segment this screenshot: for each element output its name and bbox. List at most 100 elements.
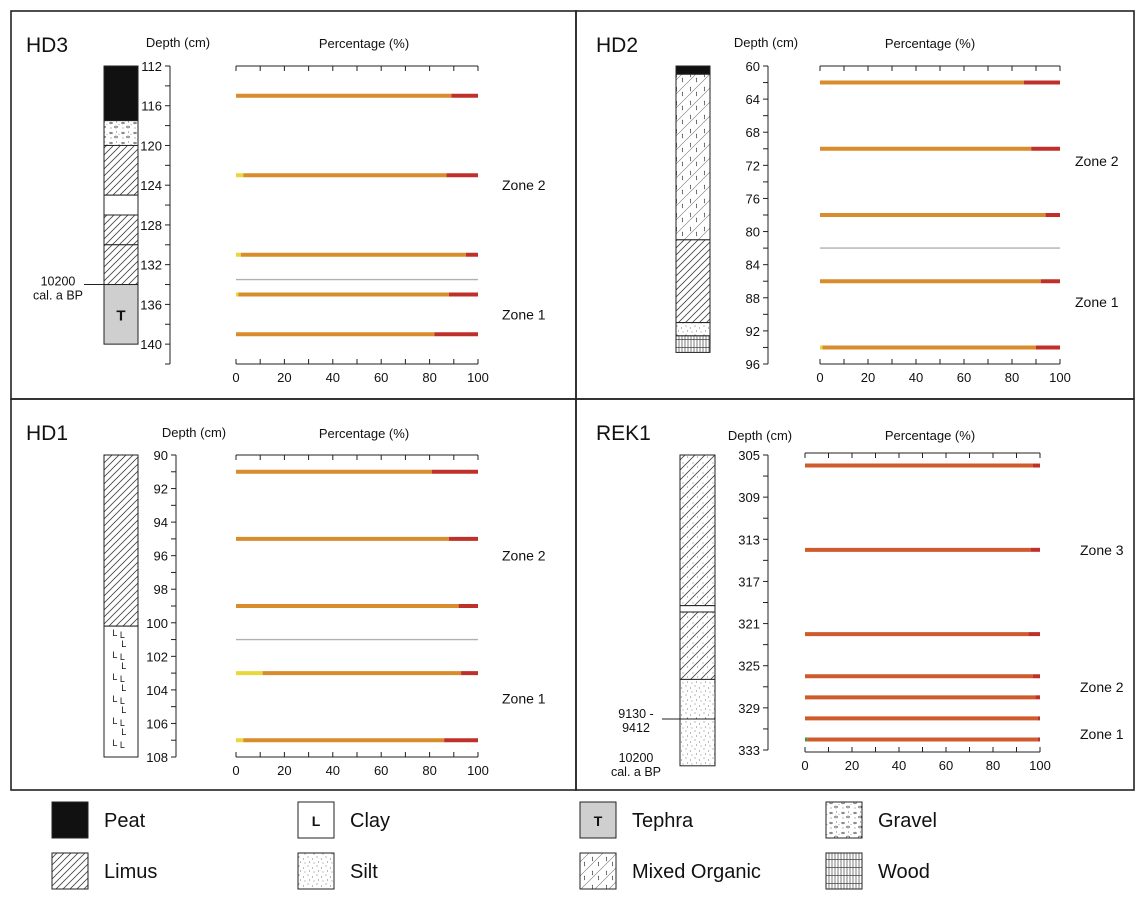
lithology-unit-peat bbox=[103, 65, 139, 122]
percentage-axis-label: Percentage (%) bbox=[319, 426, 409, 441]
date-annotation-line: 9130 - bbox=[618, 707, 653, 721]
zone-label: Zone 1 bbox=[502, 306, 546, 322]
lithology-unit-tephra bbox=[103, 284, 139, 345]
depth-tick-label: 106 bbox=[146, 716, 168, 731]
zone-label: Zone 2 bbox=[502, 177, 546, 193]
depth-tick-label: 120 bbox=[140, 138, 162, 153]
lithology-column: L LLL LLL LLL LLL LLL L bbox=[103, 454, 139, 758]
percentage-tick-label: 20 bbox=[861, 370, 875, 385]
clay-symbol: L bbox=[120, 652, 125, 662]
clay-symbol: L bbox=[121, 683, 126, 693]
sample-bars bbox=[236, 469, 478, 743]
legend-item-wood: Wood bbox=[825, 852, 930, 890]
depth-tick-label: 88 bbox=[746, 291, 760, 306]
panel-hd1: HD1 Depth (cm) Percentage (%)L LLL LLL LLL LLL… bbox=[26, 422, 546, 778]
legend-item-limus: Limus bbox=[51, 852, 157, 890]
top-ruler bbox=[235, 454, 479, 460]
panel-frame-rek1 bbox=[575, 398, 1135, 791]
lithology-unit-silt bbox=[675, 322, 711, 337]
depth-axis-label: Depth (cm) bbox=[146, 35, 210, 50]
clay-symbol: L bbox=[120, 674, 125, 684]
lithology-unit-blank bbox=[679, 605, 716, 613]
depth-axis: 305 309 313 317 321 325 329 333 bbox=[738, 448, 769, 758]
lithology-unit-limus bbox=[675, 239, 711, 324]
depth-axis-label: Depth (cm) bbox=[728, 428, 792, 443]
clay-symbol: L bbox=[120, 718, 125, 728]
percentage-tick-label: 40 bbox=[326, 763, 340, 778]
zone-label: Zone 1 bbox=[1075, 294, 1119, 310]
lithology-unit-clay bbox=[103, 625, 139, 758]
legend-swatch-tephra bbox=[579, 801, 617, 839]
legend: Peat L Clay T Tephra Gravel Limus Silt Mixed Org… bbox=[51, 801, 937, 890]
legend-swatch-peat bbox=[51, 801, 89, 839]
lithology-unit-gravel bbox=[103, 120, 139, 146]
percentage-axis-label: Percentage (%) bbox=[885, 36, 975, 51]
depth-tick-label: 309 bbox=[738, 490, 760, 505]
lithology-column: T bbox=[103, 65, 139, 345]
legend-swatch-wood bbox=[825, 852, 863, 890]
clay-symbol: L bbox=[121, 661, 126, 671]
depth-tick-label: 92 bbox=[154, 482, 168, 497]
legend-swatch-mixed bbox=[579, 852, 617, 890]
depth-tick-label: 100 bbox=[146, 616, 168, 631]
zone-label: Zone 2 bbox=[1075, 153, 1119, 169]
depth-tick-label: 64 bbox=[746, 92, 760, 107]
legend-item-clay: L Clay bbox=[297, 801, 390, 839]
percentage-tick-label: 0 bbox=[816, 370, 823, 385]
legend-swatch-gravel bbox=[825, 801, 863, 839]
zone-label: Zone 2 bbox=[1080, 679, 1124, 695]
panels: HD3 Depth (cm) Percentage (%) T 112 116 120 124… bbox=[26, 34, 1124, 779]
percentage-axis: 0 20 40 60 80 100 bbox=[816, 359, 1071, 385]
depth-tick-label: 140 bbox=[140, 337, 162, 352]
depth-tick-label: 98 bbox=[154, 582, 168, 597]
percentage-tick-label: 40 bbox=[909, 370, 923, 385]
top-ruler bbox=[804, 452, 1041, 458]
depth-tick-label: 317 bbox=[738, 574, 760, 589]
panel-frames bbox=[10, 10, 1135, 791]
depth-axis: 112 116 120 124 128 132 136 140 bbox=[140, 59, 171, 365]
clay-symbol: L bbox=[112, 694, 117, 704]
legend-item-peat: Peat bbox=[51, 801, 146, 839]
legend-swatch-silt bbox=[297, 852, 335, 890]
depth-tick-label: 325 bbox=[738, 659, 760, 674]
clay-symbol: L bbox=[121, 705, 126, 715]
site-title: HD1 bbox=[26, 422, 68, 445]
percentage-axis: 0 20 40 60 80 100 bbox=[232, 752, 489, 778]
date-annotation-line: 10200 bbox=[41, 275, 76, 289]
percentage-tick-label: 60 bbox=[957, 370, 971, 385]
site-title: REK1 bbox=[596, 422, 651, 445]
percentage-tick-label: 60 bbox=[374, 370, 388, 385]
depth-tick-label: 124 bbox=[140, 178, 162, 193]
clay-symbol: L bbox=[112, 738, 117, 748]
lithology-unit-blank bbox=[103, 194, 139, 216]
clay-symbol: L bbox=[121, 639, 126, 649]
depth-tick-label: 333 bbox=[738, 743, 760, 758]
sample-bars bbox=[236, 93, 478, 337]
legend-label: Gravel bbox=[878, 810, 937, 832]
legend-symbol: T bbox=[594, 813, 603, 829]
percentage-tick-label: 100 bbox=[1029, 758, 1051, 773]
percentage-tick-label: 100 bbox=[467, 763, 489, 778]
zone-label: Zone 1 bbox=[502, 690, 546, 706]
panel-rek1: REK1 Depth (cm) Percentage (%) 305 309 313 317… bbox=[596, 422, 1124, 779]
depth-tick-label: 80 bbox=[746, 225, 760, 240]
legend-swatch-limus bbox=[51, 852, 89, 890]
percentage-tick-label: 80 bbox=[422, 763, 436, 778]
percentage-tick-label: 20 bbox=[277, 370, 291, 385]
depth-tick-label: 72 bbox=[746, 158, 760, 173]
percentage-tick-label: 0 bbox=[801, 758, 808, 773]
date-annotation-line: cal. a BP bbox=[33, 289, 83, 303]
depth-tick-label: 132 bbox=[140, 258, 162, 273]
legend-label: Mixed Organic bbox=[632, 861, 761, 883]
zone-label: Zone 3 bbox=[1080, 542, 1124, 558]
percentage-tick-label: 80 bbox=[1005, 370, 1019, 385]
percentage-tick-label: 20 bbox=[277, 763, 291, 778]
clay-symbol: L bbox=[112, 628, 117, 638]
lithology-unit-peat bbox=[675, 65, 711, 75]
depth-tick-label: 94 bbox=[154, 515, 168, 530]
depth-axis-label: Depth (cm) bbox=[162, 425, 226, 440]
percentage-tick-label: 40 bbox=[326, 370, 340, 385]
zone-label: Zone 1 bbox=[1080, 726, 1124, 742]
percentage-tick-label: 0 bbox=[232, 370, 239, 385]
